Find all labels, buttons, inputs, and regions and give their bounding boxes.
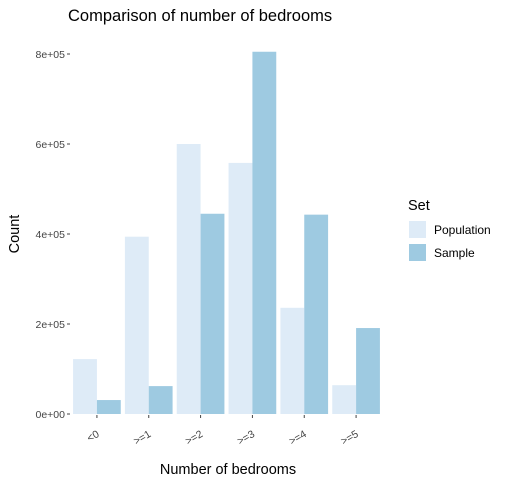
x-tick-label: >=1 <box>132 428 154 448</box>
x-tick-label: >=2 <box>183 428 205 448</box>
legend-key-population <box>409 221 426 238</box>
x-axis-label: Number of bedrooms <box>159 462 297 478</box>
bar-population-5 <box>332 385 357 414</box>
legend-label-sample: Sample <box>434 245 475 260</box>
legend-item-population: Population <box>408 218 491 241</box>
chart-title: Comparison of number of bedrooms <box>68 7 333 25</box>
legend: Set Population Sample <box>408 198 491 264</box>
legend-key-sample <box>409 244 426 261</box>
legend-item-sample: Sample <box>408 241 491 264</box>
bar-sample-4 <box>304 214 329 414</box>
x-tick-label: >=4 <box>287 428 309 448</box>
legend-label-population: Population <box>434 222 491 237</box>
bar-sample-1 <box>148 386 173 414</box>
y-tick-label: 4e+05 <box>36 229 66 241</box>
y-tick-label: 0e+00 <box>36 409 66 421</box>
bar-sample-2 <box>200 213 225 414</box>
bar-population-2 <box>176 144 201 414</box>
bar-sample-5 <box>356 328 380 414</box>
x-tick-label: <0 <box>85 428 102 444</box>
bar-population-4 <box>280 307 305 414</box>
bar-sample-3 <box>252 51 277 414</box>
bar-population-1 <box>124 236 149 414</box>
y-tick-label: 8e+05 <box>36 49 66 61</box>
y-tick-label: 6e+05 <box>36 139 66 151</box>
x-tick-label: >=5 <box>339 428 361 448</box>
bar-population-0 <box>73 359 97 414</box>
y-tick-label: 2e+05 <box>36 319 66 331</box>
x-tick-label: >=3 <box>235 428 257 448</box>
bar-population-3 <box>228 162 253 414</box>
bar-sample-0 <box>96 400 121 414</box>
legend-title: Set <box>408 198 430 214</box>
